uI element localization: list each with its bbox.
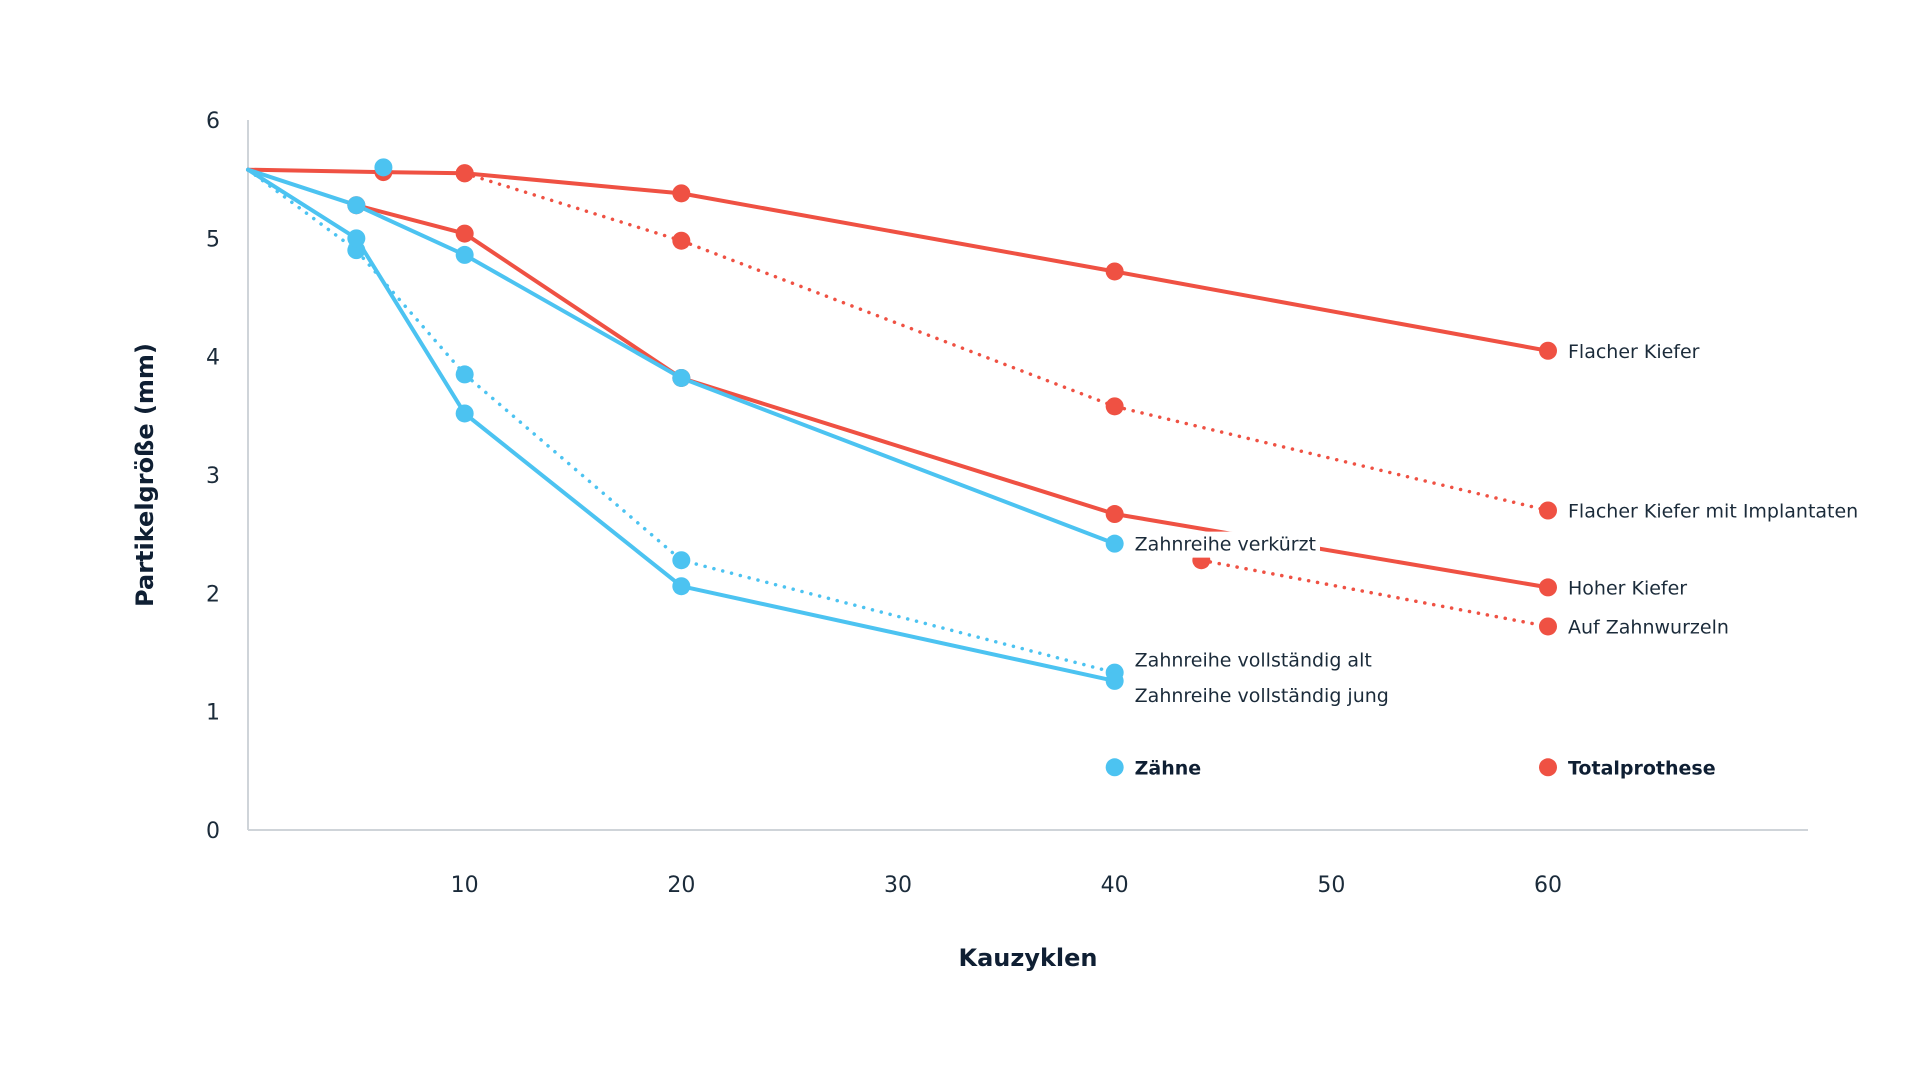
data-point-zahnreihe-verkuerzt <box>455 245 474 264</box>
data-point-flacher-kiefer <box>1539 341 1557 360</box>
x-tick-label: 20 <box>667 873 695 898</box>
series-label-zahnreihe-vollstaendig-alt: Zahnreihe vollständig alt <box>1135 650 1372 672</box>
legend-marker-zaehne <box>1105 758 1124 777</box>
x-axis-title: Kauzyklen <box>958 944 1097 972</box>
chart-axes <box>247 120 1808 831</box>
data-point-flacher-kiefer <box>1105 262 1124 281</box>
legend-label-zaehne: Zähne <box>1135 757 1202 779</box>
y-tick-label: 5 <box>206 227 220 252</box>
x-tick-label: 40 <box>1101 873 1129 898</box>
y-tick-label: 4 <box>206 346 220 371</box>
data-point-zahnreihe-vollstaendig-alt <box>455 365 474 384</box>
data-point-flacher-kiefer-mit-implantaten <box>672 231 691 250</box>
series-line-hoher-kiefer <box>354 203 1550 590</box>
data-point-zahnreihe-vollstaendig-jung <box>672 577 691 596</box>
y-tick-label: 0 <box>206 819 220 844</box>
y-tick-label: 1 <box>206 701 220 726</box>
y-axis-title: Partikelgröße (mm) <box>131 343 159 607</box>
data-point-flacher-kiefer-mit-implantaten <box>455 164 474 183</box>
y-tick-label: 2 <box>206 582 220 607</box>
series-label-flacher-kiefer: Flacher Kiefer <box>1568 341 1700 363</box>
data-point-zahnreihe-vollstaendig-jung <box>1105 671 1124 690</box>
x-tick-labels: 10 20 30 40 50 60 <box>451 873 1562 898</box>
data-point-hoher-kiefer <box>1105 505 1124 524</box>
series-label-hoher-kiefer: Hoher Kiefer <box>1568 577 1687 599</box>
data-point-hoher-kiefer <box>455 224 474 243</box>
series-lines <box>246 167 1550 683</box>
series-line-zahnreihe-verkuerzt <box>246 167 1117 546</box>
x-tick-label: 60 <box>1534 873 1562 898</box>
data-point-zahnreihe-verkuerzt <box>347 196 366 215</box>
data-point-extra-7 <box>374 158 393 177</box>
series-label-flacher-kiefer-mit-implantaten: Flacher Kiefer mit Implantaten <box>1568 501 1858 523</box>
legend-label-totalprothese: Totalprothese <box>1568 757 1716 779</box>
series-label-zahnreihe-vollstaendig-jung: Zahnreihe vollständig jung <box>1135 685 1389 707</box>
x-tick-label: 30 <box>884 873 912 898</box>
series-line-flacher-kiefer <box>246 167 1550 353</box>
data-point-zahnreihe-vollstaendig-alt <box>672 551 691 570</box>
series-label-auf-zahnwurzeln: Auf Zahnwurzeln <box>1568 616 1729 638</box>
data-point-flacher-kiefer-mit-implantaten <box>1539 501 1557 520</box>
legend-marker-totalprothese <box>1539 758 1557 777</box>
y-tick-label: 6 <box>206 109 220 134</box>
legend: Zähne Totalprothese <box>1105 757 1716 779</box>
data-point-hoher-kiefer <box>1539 578 1557 597</box>
data-point-zahnreihe-verkuerzt <box>1105 534 1124 553</box>
y-tick-labels: 0 1 2 3 4 5 6 <box>206 109 220 844</box>
data-point-zahnreihe-verkuerzt <box>672 368 691 387</box>
x-tick-label: 10 <box>451 873 479 898</box>
data-point-flacher-kiefer-mit-implantaten <box>1105 397 1124 416</box>
series-label-zahnreihe-verkuerzt: Zahnreihe verkürzt <box>1135 534 1316 556</box>
data-point-auf-zahnwurzeln <box>1539 617 1557 636</box>
series-points <box>347 158 1557 690</box>
data-point-flacher-kiefer <box>672 184 691 203</box>
data-point-zahnreihe-vollstaendig-jung <box>347 229 366 248</box>
data-point-zahnreihe-vollstaendig-jung <box>455 404 474 423</box>
series-labels: Flacher Kiefer Flacher Kiefer mit Implant… <box>1130 341 1858 707</box>
x-tick-label: 50 <box>1317 873 1345 898</box>
y-tick-label: 3 <box>206 464 220 489</box>
series-label-background <box>1130 531 1320 558</box>
series-line-auf-zahnwurzeln <box>1199 558 1550 629</box>
